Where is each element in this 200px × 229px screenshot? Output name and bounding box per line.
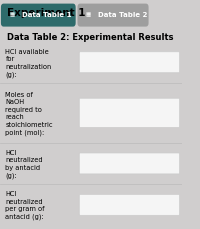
- Text: Experiment 1: Experiment 1: [7, 8, 86, 18]
- FancyBboxPatch shape: [77, 5, 149, 27]
- Text: HCl
neutralized
per gram of
antacid (g):: HCl neutralized per gram of antacid (g):: [5, 191, 45, 219]
- Text: ▦: ▦: [86, 12, 91, 17]
- FancyBboxPatch shape: [79, 99, 180, 128]
- Text: Data Table 2: Data Table 2: [98, 12, 148, 18]
- Text: HCl
neutralized
by antacid
(g):: HCl neutralized by antacid (g):: [5, 149, 43, 178]
- Text: Moles of
NaOH
required to
reach
stoichiometric
point (mol):: Moles of NaOH required to reach stoichio…: [5, 91, 53, 135]
- FancyBboxPatch shape: [79, 153, 180, 174]
- Text: ▦: ▦: [9, 12, 14, 17]
- FancyBboxPatch shape: [79, 195, 180, 215]
- Text: Data Table 1: Data Table 1: [22, 12, 71, 18]
- Text: HCl available
for
neutralization
(g):: HCl available for neutralization (g):: [5, 49, 52, 77]
- FancyBboxPatch shape: [1, 5, 76, 27]
- FancyBboxPatch shape: [79, 53, 180, 73]
- Text: Data Table 2: Experimental Results: Data Table 2: Experimental Results: [7, 33, 174, 42]
